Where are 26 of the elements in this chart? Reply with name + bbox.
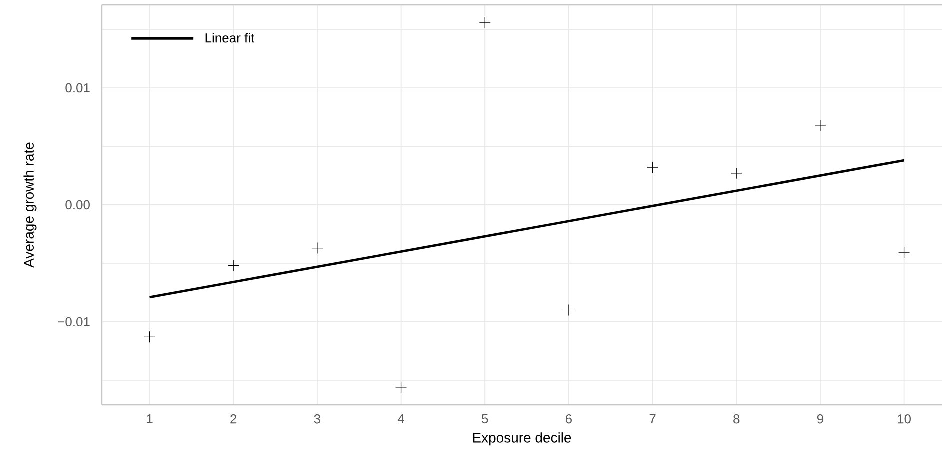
point [312, 242, 324, 254]
x-tick-label: 2 [230, 414, 237, 424]
y-tick-label: 0.00 [66, 200, 90, 210]
point [144, 331, 156, 343]
x-tick-label: 10 [898, 414, 911, 424]
y-axis-title: Average growth rate [24, 142, 37, 268]
point [396, 382, 408, 394]
x-tick-label: 9 [817, 414, 824, 424]
x-tick-label: 8 [734, 414, 740, 424]
point [563, 304, 575, 316]
x-tick-label: 5 [482, 414, 488, 424]
y-tick-label: −0.01 [58, 317, 90, 327]
point [814, 120, 826, 132]
point [479, 16, 491, 28]
x-tick-label: 3 [314, 414, 320, 424]
y-tick-label: 0.01 [66, 83, 90, 93]
x-axis-title: Exposure decile [473, 432, 572, 446]
point [730, 168, 742, 180]
point [228, 260, 240, 272]
x-tick-label: 1 [147, 414, 153, 424]
x-tick-label: 6 [566, 414, 572, 424]
legend-label: Linear fit [206, 33, 255, 43]
point [647, 162, 659, 174]
x-tick-label: 4 [398, 414, 405, 424]
x-tick-label: 7 [650, 414, 656, 424]
point [898, 247, 910, 259]
